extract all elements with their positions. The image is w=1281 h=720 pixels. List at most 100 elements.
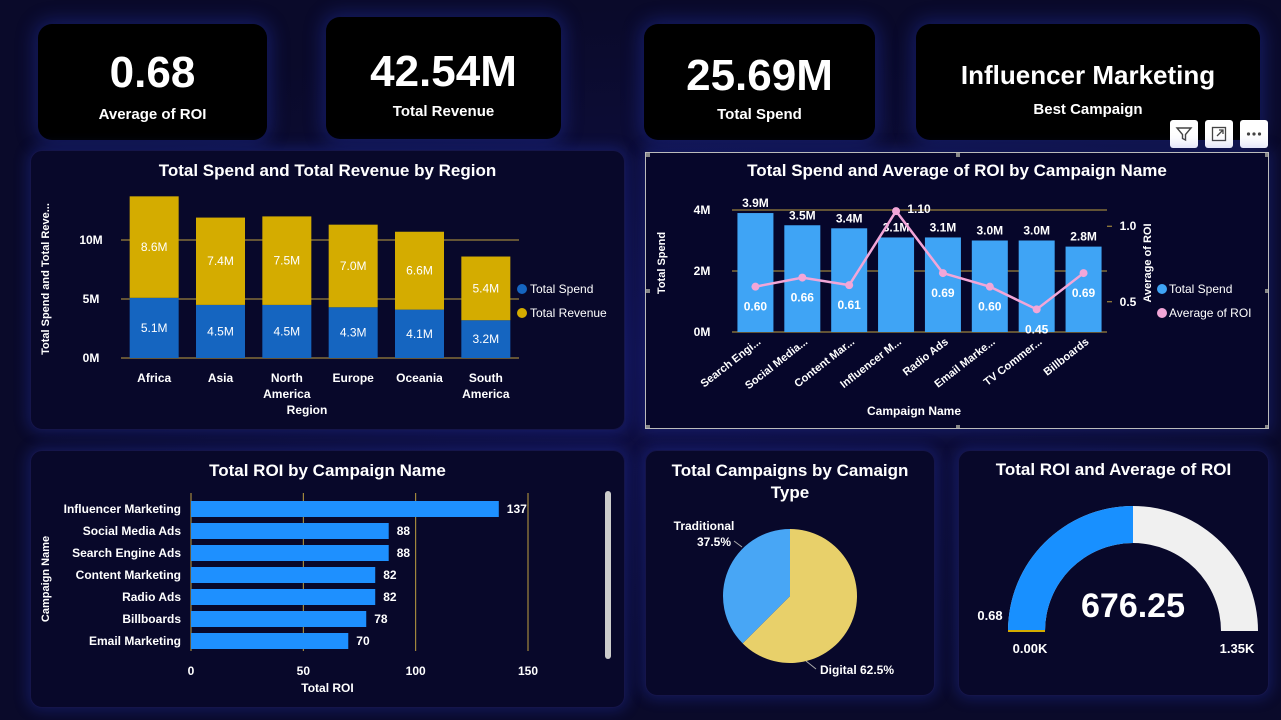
x-tick-label: 50 [297, 664, 311, 678]
campaign-type-panel[interactable]: Total Campaigns by Camaign Type Traditio… [645, 450, 935, 696]
total-roi-bar-chart[interactable]: 0 50 100 150 Influencer Marketing 137 Social M… [31, 451, 624, 707]
total-roi-panel[interactable]: Total ROI by Campaign Name 0 50 100 150 Infl… [30, 450, 625, 708]
y-axis-title: Total Spend [656, 232, 668, 294]
roi-data-label: 0.60 [744, 300, 768, 314]
x-tick-label: Africa [137, 371, 171, 385]
roi-data-label: 0.66 [791, 291, 815, 305]
gauge-value: 676.25 [1081, 587, 1185, 625]
kpi-label: Total Revenue [392, 103, 495, 120]
roi-data-label: 78 [374, 612, 388, 626]
kpi-card-total-spend[interactable]: 25.69M Total Spend [644, 24, 875, 140]
x-axis-title: Region [287, 403, 328, 417]
focus-mode-icon[interactable] [1205, 120, 1233, 148]
roi-bar [191, 633, 349, 649]
scrollbar[interactable] [605, 491, 611, 659]
more-options-icon[interactable] [1240, 120, 1268, 148]
revenue-data-label: 7.4M [207, 254, 234, 268]
y-tick-label: 5M [83, 292, 100, 306]
revenue-bar [395, 231, 444, 310]
roi-point [892, 207, 901, 216]
legend-marker [1157, 308, 1167, 318]
resize-handle [1265, 289, 1268, 293]
kpi-card-best-campaign[interactable]: Influencer Marketing Best Campaign [916, 24, 1260, 140]
y-tick-label: Billboards [122, 612, 181, 626]
roi-bar [191, 501, 499, 517]
spend-bar [262, 304, 312, 358]
x-tick-label: Oceania [396, 371, 443, 385]
spend-data-label: 4.1M [406, 327, 433, 341]
roi-point [845, 281, 854, 290]
leader-line [805, 660, 817, 670]
kpi-value: 25.69M [686, 51, 833, 100]
region-chart-panel[interactable]: Total Spend and Total Revenue by Region … [30, 150, 625, 430]
gauge-target-label: 0.68 [977, 608, 1002, 623]
y-axis-title: Total Spend and Total Reve... [40, 203, 52, 355]
spend-data-label: 3.0M [1023, 224, 1050, 238]
roi-data-label: 1.10 [907, 202, 931, 216]
kpi-card-total-revenue[interactable]: 42.54M Total Revenue [326, 17, 561, 139]
legend-label: Total Spend [1169, 282, 1232, 296]
revenue-data-label: 5.4M [472, 281, 499, 295]
revenue-bar [461, 256, 511, 321]
roi-data-label: 88 [397, 524, 411, 538]
spend-data-label: 3.2M [472, 332, 499, 346]
chart-title: Total Spend and Average of ROI by Campai… [747, 161, 1167, 180]
x-tick-label: Asia [208, 371, 234, 385]
spend-bar [196, 304, 245, 358]
gauge-min-label: 0.00K [1013, 641, 1048, 656]
x-tick-label: America [263, 387, 311, 401]
chart-title: Total Campaigns by Camaign Type [671, 461, 909, 502]
spend-bar [924, 237, 961, 332]
chart-title: Total ROI by Campaign Name [209, 461, 446, 480]
roi-data-label: 0.45 [1025, 322, 1049, 336]
roi-bar [191, 611, 367, 627]
kpi-value: Influencer Marketing [960, 60, 1216, 90]
spend-data-label: 4.5M [207, 324, 234, 338]
spend-bar [129, 297, 179, 358]
pie-slice-digital [742, 529, 857, 663]
slice-label: Digital 62.5% [820, 663, 894, 677]
roi-point [938, 269, 947, 278]
y-tick-label: Radio Ads [122, 590, 181, 604]
roi-gauge-chart[interactable]: 676.25 0.68 0.00K 1.35K [959, 451, 1268, 695]
spend-bar [878, 237, 915, 332]
gauge-max-label: 1.35K [1220, 641, 1255, 656]
kpi-card-average-roi[interactable]: 0.68 Average of ROI [38, 24, 267, 140]
y-tick-label: Search Engine Ads [72, 546, 181, 560]
x-tick-label: 0 [188, 664, 195, 678]
x-tick-label: 150 [518, 664, 538, 678]
roi-point [751, 282, 760, 291]
roi-gauge-panel[interactable]: Total ROI and Average of ROI 676.25 0.68 0… [958, 450, 1269, 696]
legend-label: Average of ROI [1169, 306, 1252, 320]
y-tick-label: 0M [694, 325, 711, 339]
chart-title: Total Spend and Total Revenue by Region [158, 161, 497, 180]
roi-bar [191, 545, 389, 561]
legend-label: Total Revenue [530, 306, 607, 320]
roi-point [1032, 305, 1041, 314]
x-tick-label: South [469, 371, 503, 385]
roi-data-label: 82 [383, 590, 397, 604]
chart-title: Total ROI and Average of ROI [995, 460, 1232, 479]
legend-marker [517, 284, 527, 294]
campaign-type-pie-chart[interactable]: Traditional 37.5% Digital 62.5% [646, 451, 934, 695]
y-tick-label: 4M [694, 203, 711, 217]
resize-handle [646, 153, 650, 157]
filter-icon[interactable] [1170, 120, 1198, 148]
revenue-bar [196, 217, 245, 305]
slice-label-name: Traditional [674, 519, 735, 533]
campaign-spend-roi-panel[interactable]: Total Spend and Average of ROI by Campai… [645, 152, 1269, 429]
revenue-data-label: 7.5M [273, 254, 300, 268]
y-tick-label: Social Media Ads [83, 524, 182, 538]
spend-data-label: 4.3M [340, 326, 367, 340]
roi-data-label: 0.69 [1072, 286, 1096, 300]
region-stacked-bar-chart[interactable]: 0M 5M 10M 5.1M 8.6M Africa 4.5M 7.4M Asia 4.5M 7.5… [31, 151, 624, 429]
y2-tick-label: 1.0 [1120, 219, 1137, 233]
pie-slice-traditional [723, 529, 790, 644]
spend-data-label: 2.8M [1070, 230, 1097, 244]
y2-tick-label: 0.5 [1120, 295, 1137, 309]
y-axis-title: Campaign Name [40, 536, 52, 622]
legend-marker [1157, 284, 1167, 294]
spend-bar [831, 228, 868, 332]
roi-data-label: 0.61 [838, 298, 862, 312]
